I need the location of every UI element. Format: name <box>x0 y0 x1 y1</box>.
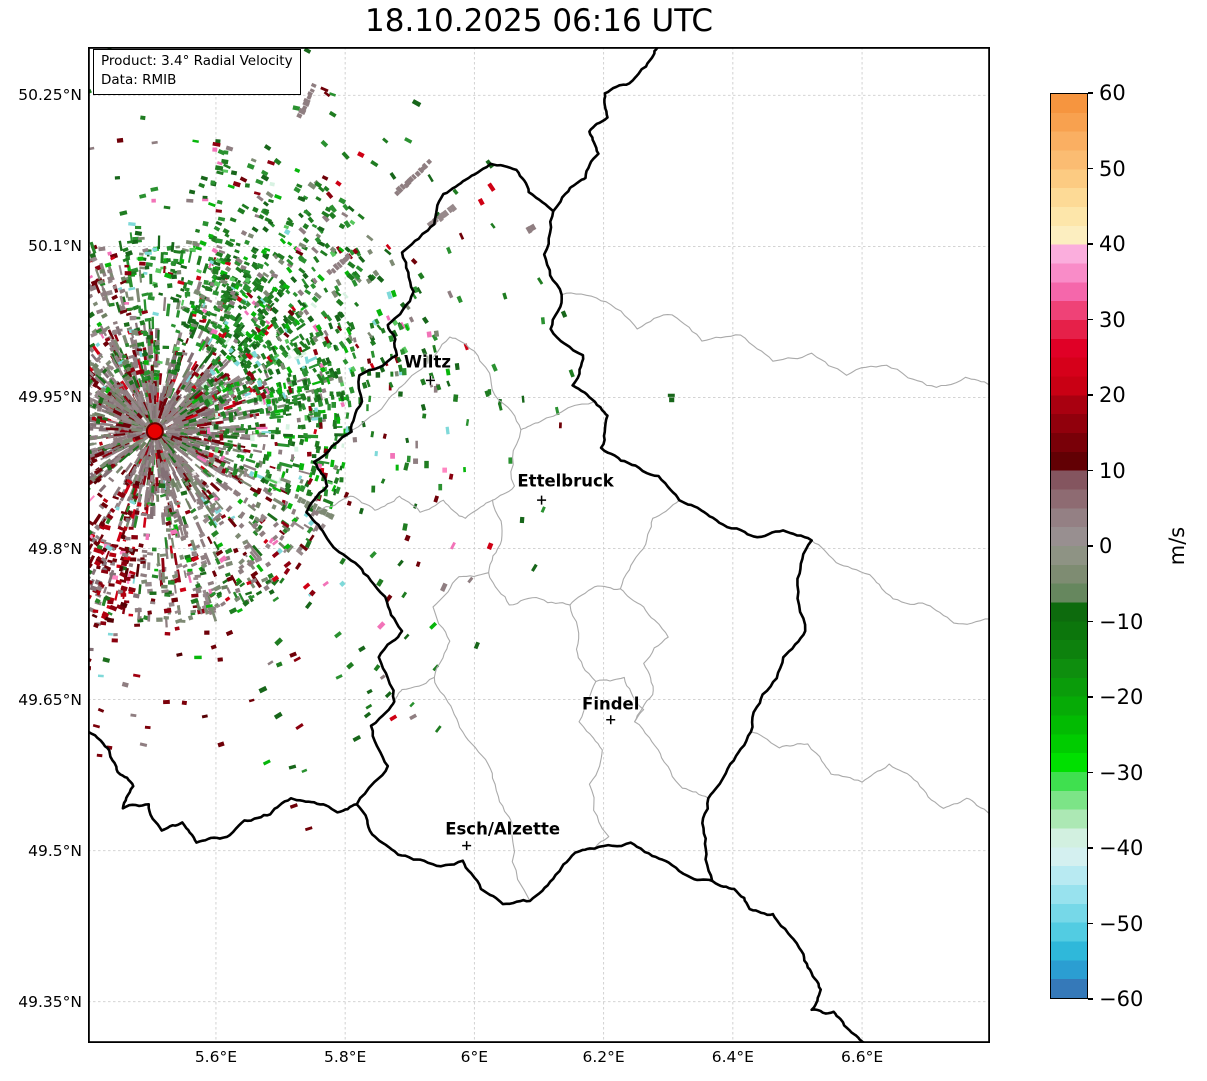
colorbar-tick <box>1088 771 1093 774</box>
colorbar-tick-label: 40 <box>1099 232 1126 256</box>
city-label-wiltz: Wiltz <box>403 352 451 372</box>
colorbar-tick-label: 20 <box>1099 383 1126 407</box>
colorbar-tick-label: 60 <box>1099 81 1126 105</box>
x-tick-label: 6.4°E <box>711 1048 754 1066</box>
colorbar-tick-label: 30 <box>1099 307 1126 332</box>
colorbar-tick <box>1088 696 1093 698</box>
plot-title: 18.10.2025 06:16 UTC <box>365 3 713 39</box>
product-info-box: Product: 3.4° Radial Velocity Data: RMIB <box>93 49 301 95</box>
colorbar-tick <box>1088 545 1093 547</box>
x-tick-label: 5.6°E <box>194 1048 238 1066</box>
colorbar-tick-label: −40 <box>1099 836 1144 860</box>
colorbar-tick <box>1088 922 1093 925</box>
city-label-esch-alzette: Esch/Alzette <box>445 819 561 839</box>
y-tick-label: 49.5°N <box>28 841 82 860</box>
colorbar-tick <box>1088 167 1093 170</box>
map-plot: Product: 3.4° Radial Velocity Data: RMIB <box>88 47 990 1043</box>
colorbar-unit-label: m/s <box>1165 526 1189 566</box>
y-tick-label: 49.8°N <box>28 539 82 558</box>
city-label-ettelbruck: Ettelbruck <box>517 471 614 491</box>
x-tick-label: 5.8°E <box>324 1048 367 1066</box>
y-tick-label: 49.35°N <box>18 992 82 1011</box>
colorbar-tick <box>1088 318 1093 321</box>
colorbar-tick <box>1088 998 1093 1000</box>
data-source-line: Data: RMIB <box>101 71 177 88</box>
product-line: Product: 3.4° Radial Velocity <box>101 53 293 69</box>
y-tick-label: 50.25°N <box>18 86 82 105</box>
colorbar-tick <box>1088 394 1093 396</box>
colorbar-tick-label: 10 <box>1099 458 1126 483</box>
colorbar-tick-label: −60 <box>1099 987 1144 1011</box>
colorbar-tick <box>1088 92 1093 94</box>
colorbar-tick-label: −30 <box>1099 760 1144 785</box>
colorbar-tick-label: −10 <box>1099 609 1144 634</box>
colorbar-tick <box>1088 243 1093 245</box>
y-tick-label: 49.65°N <box>18 690 82 709</box>
colorbar-tick-label: −50 <box>1099 911 1144 936</box>
colorbar <box>1050 93 1088 999</box>
map-canvas <box>88 47 990 1043</box>
colorbar-tick-label: −20 <box>1099 685 1144 709</box>
colorbar-tick-label: 0 <box>1099 534 1113 558</box>
x-tick-label: 6.2°E <box>582 1048 625 1066</box>
y-tick-label: 49.95°N <box>18 388 82 407</box>
x-tick-label: 6.6°E <box>840 1048 884 1066</box>
colorbar-tick-label: 50 <box>1099 156 1126 181</box>
city-label-findel: Findel <box>582 694 640 714</box>
colorbar-tick <box>1088 469 1093 472</box>
x-tick-label: 6°E <box>460 1048 489 1066</box>
colorbar-tick <box>1088 847 1093 849</box>
colorbar-tick <box>1088 620 1093 623</box>
y-tick-label: 50.1°N <box>28 237 82 256</box>
